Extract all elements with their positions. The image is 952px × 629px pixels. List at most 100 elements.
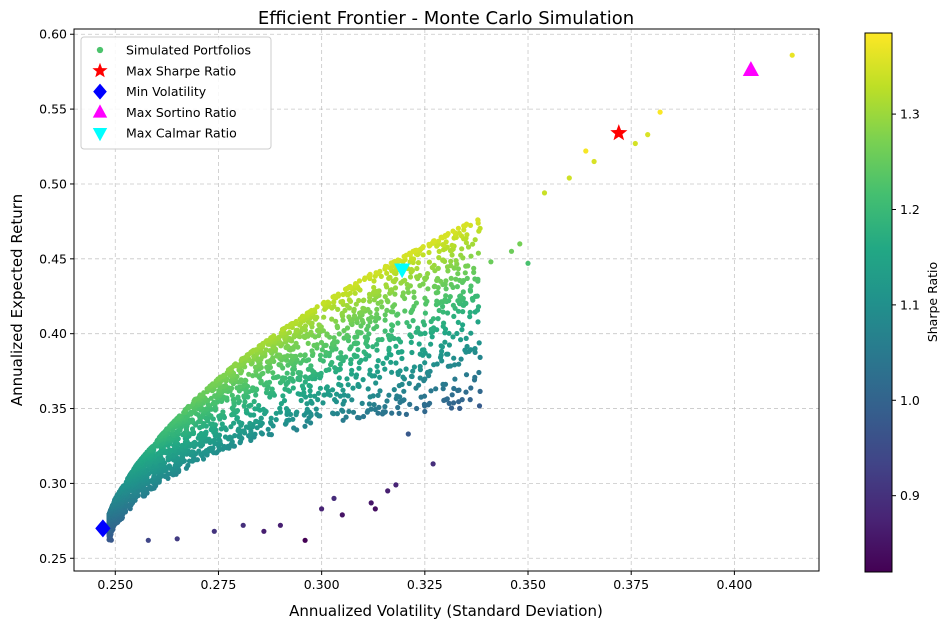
- portfolio-point: [443, 286, 449, 292]
- y-axis-label: Annualized Expected Return: [8, 194, 26, 406]
- portfolio-point: [443, 293, 449, 299]
- portfolio-point: [290, 371, 296, 377]
- portfolio-point: [335, 306, 341, 312]
- portfolio-point: [314, 411, 320, 417]
- portfolio-point: [416, 341, 422, 347]
- portfolio-point: [339, 407, 345, 413]
- portfolio-point: [436, 307, 442, 314]
- portfolio-point: [472, 374, 478, 380]
- portfolio-point: [271, 333, 277, 339]
- portfolio-point: [445, 268, 451, 274]
- portfolio-point: [281, 354, 287, 360]
- portfolio-point: [304, 401, 310, 407]
- x-axis-label: Annualized Volatility (Standard Deviatio…: [289, 602, 603, 620]
- portfolio-point: [210, 381, 216, 387]
- portfolio-point: [439, 348, 445, 354]
- portfolio-point: [421, 401, 427, 407]
- portfolio-point: [295, 391, 301, 397]
- portfolio-point: [382, 404, 388, 410]
- portfolio-point: [340, 317, 346, 323]
- portfolio-point: [336, 381, 342, 387]
- portfolio-point: [228, 424, 234, 430]
- portfolio-point: [407, 274, 414, 280]
- portfolio-point: [348, 371, 355, 377]
- portfolio-point: [455, 319, 461, 325]
- portfolio-point: [427, 368, 433, 374]
- portfolio-point: [317, 385, 323, 391]
- portfolio-point: [308, 363, 314, 369]
- portfolio-point: [428, 341, 434, 347]
- portfolio-point: [201, 390, 207, 396]
- portfolio-point: [235, 394, 241, 400]
- portfolio-point: [268, 415, 274, 421]
- portfolio-point: [420, 319, 426, 325]
- portfolio-point: [393, 343, 399, 349]
- portfolio-point: [302, 374, 308, 380]
- portfolio-point: [472, 237, 478, 243]
- portfolio-point: [435, 316, 441, 322]
- portfolio-point: [382, 294, 388, 300]
- portfolio-point: [436, 238, 442, 244]
- portfolio-point: [468, 253, 474, 259]
- portfolio-point: [211, 528, 217, 534]
- portfolio-point: [566, 175, 572, 181]
- portfolio-point: [426, 249, 432, 256]
- portfolio-point: [426, 259, 432, 265]
- portfolio-point: [242, 399, 248, 405]
- portfolio-point: [442, 339, 448, 345]
- portfolio-point: [462, 270, 468, 276]
- portfolio-point: [329, 359, 335, 366]
- portfolio-point: [401, 397, 407, 403]
- portfolio-point: [216, 436, 222, 442]
- portfolio-point: [413, 300, 419, 306]
- portfolio-point: [456, 361, 462, 367]
- portfolio-point: [460, 309, 466, 315]
- legend-simulated-portfolios-label: Simulated Portfolios: [126, 43, 251, 58]
- portfolio-point: [300, 357, 306, 363]
- portfolio-point: [234, 385, 240, 391]
- portfolio-point: [250, 347, 256, 353]
- portfolio-point: [417, 363, 423, 370]
- portfolio-point: [252, 431, 258, 437]
- portfolio-point: [242, 377, 248, 383]
- portfolio-point: [179, 442, 185, 449]
- portfolio-point: [455, 308, 462, 314]
- portfolio-point: [253, 418, 259, 425]
- portfolio-point: [476, 403, 483, 409]
- portfolio-point: [449, 392, 455, 398]
- portfolio-point: [342, 307, 348, 313]
- portfolio-point: [243, 407, 249, 413]
- portfolio-point: [445, 310, 451, 316]
- portfolio-point: [380, 409, 386, 415]
- portfolio-point: [459, 327, 465, 333]
- portfolio-point: [448, 405, 455, 411]
- portfolio-point: [406, 380, 412, 387]
- portfolio-point: [382, 328, 388, 334]
- portfolio-point: [460, 289, 466, 295]
- portfolio-point: [476, 369, 482, 376]
- x-tick-label: 0.400: [716, 577, 752, 592]
- portfolio-point: [340, 387, 346, 393]
- portfolio-point: [305, 340, 311, 346]
- portfolio-point: [340, 291, 346, 298]
- portfolio-point: [445, 231, 451, 237]
- portfolio-point: [411, 294, 417, 300]
- portfolio-point: [300, 313, 306, 319]
- portfolio-point: [386, 392, 392, 398]
- portfolio-point: [464, 343, 470, 350]
- portfolio-point: [402, 277, 408, 283]
- portfolio-point: [403, 411, 409, 417]
- portfolio-point: [373, 270, 379, 276]
- portfolio-point: [399, 381, 405, 387]
- portfolio-point: [407, 401, 413, 407]
- portfolio-point: [392, 285, 399, 291]
- portfolio-point: [422, 295, 428, 301]
- portfolio-point: [356, 278, 363, 284]
- portfolio-point: [448, 281, 454, 288]
- portfolio-point: [276, 362, 282, 368]
- portfolio-point: [461, 227, 467, 233]
- portfolio-point: [283, 406, 290, 412]
- portfolio-point: [227, 434, 233, 440]
- portfolio-point: [433, 386, 439, 392]
- portfolio-point: [343, 414, 349, 420]
